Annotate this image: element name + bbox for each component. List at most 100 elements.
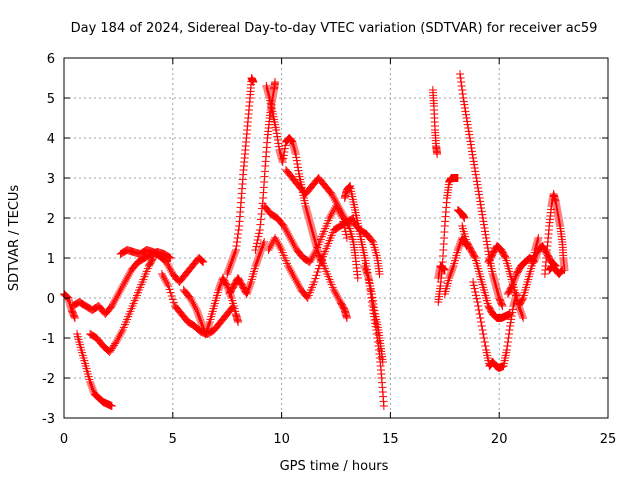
- data-point: [471, 170, 480, 179]
- data-point: [252, 260, 261, 268]
- series-track-5: [116, 246, 208, 286]
- data-point: [257, 210, 266, 218]
- data-point: [258, 242, 267, 250]
- chart-title: Day 184 of 2024, Sidereal Day-to-day VTE…: [71, 21, 598, 36]
- data-point: [557, 266, 566, 275]
- data-point: [305, 216, 314, 224]
- data-point: [309, 232, 318, 240]
- data-point: [507, 312, 516, 320]
- data-point: [506, 322, 515, 330]
- series-track-14: [281, 166, 362, 282]
- data-point: [302, 204, 311, 212]
- data-point: [475, 190, 484, 199]
- data-point: [475, 194, 484, 202]
- data-point: [223, 270, 232, 278]
- data-point: [479, 330, 488, 338]
- data-point: [166, 288, 175, 297]
- data-point: [260, 238, 269, 246]
- data-point: [272, 126, 281, 134]
- data-point: [531, 246, 540, 254]
- data-point: [458, 86, 467, 94]
- data-point: [86, 380, 95, 388]
- data-point: [518, 295, 527, 304]
- data-point: [215, 282, 224, 290]
- data-point: [294, 166, 303, 175]
- data-point: [379, 402, 388, 410]
- data-point: [479, 220, 488, 229]
- data-point: [205, 320, 214, 328]
- data-point: [490, 276, 499, 284]
- data-point: [253, 256, 262, 264]
- data-point: [477, 318, 486, 326]
- data-point: [64, 296, 73, 304]
- data-point: [165, 285, 174, 294]
- data-point: [367, 290, 376, 298]
- data-point: [163, 280, 172, 288]
- data-point: [472, 177, 481, 186]
- series-track-29: [514, 234, 543, 310]
- data-point: [233, 234, 242, 242]
- data-point: [65, 298, 74, 306]
- data-point: [482, 237, 491, 246]
- data-point: [304, 212, 313, 220]
- data-point: [304, 214, 313, 222]
- data-point: [465, 134, 474, 142]
- data-point: [534, 234, 543, 242]
- data-point: [258, 244, 267, 252]
- data-point: [202, 328, 211, 336]
- data-point: [303, 210, 312, 218]
- data-point: [474, 187, 483, 196]
- data-point: [476, 200, 485, 209]
- data-point: [531, 244, 540, 252]
- data-point: [272, 129, 281, 138]
- data-point: [506, 318, 515, 327]
- data-point: [310, 236, 319, 244]
- data-point: [226, 262, 235, 270]
- data-point: [461, 107, 470, 116]
- data-point: [362, 268, 371, 276]
- data-point: [488, 270, 497, 278]
- series-track-23: [453, 206, 469, 222]
- data-point: [503, 338, 512, 346]
- data-point: [454, 244, 463, 252]
- x-tick-label: 10: [273, 432, 290, 447]
- data-point: [447, 268, 456, 276]
- data-point: [311, 248, 320, 256]
- data-point: [315, 261, 324, 270]
- data-point: [310, 234, 319, 242]
- data-point: [225, 264, 234, 272]
- data-point: [86, 378, 95, 386]
- data-point: [492, 284, 501, 292]
- data-point: [264, 90, 273, 98]
- data-point: [557, 267, 566, 276]
- data-point: [469, 278, 478, 286]
- data-point: [348, 214, 357, 223]
- data-point: [232, 242, 241, 250]
- data-point: [497, 300, 506, 309]
- data-point: [501, 252, 510, 261]
- data-point: [243, 288, 252, 296]
- data-point: [508, 308, 517, 317]
- data-point: [227, 258, 236, 266]
- data-point: [254, 232, 263, 241]
- data-point: [164, 282, 173, 290]
- data-point: [254, 254, 263, 262]
- data-point: [532, 242, 541, 250]
- data-point: [465, 130, 474, 139]
- data-point: [459, 94, 468, 102]
- data-point: [308, 228, 317, 236]
- data-point: [273, 132, 282, 141]
- data-point: [481, 230, 490, 239]
- series-track-2: [73, 330, 116, 410]
- data-point: [493, 288, 502, 296]
- data-point: [518, 312, 527, 320]
- data-point: [273, 136, 282, 144]
- data-point: [471, 291, 480, 300]
- series-track-31: [545, 262, 567, 278]
- data-point: [301, 202, 310, 210]
- data-point: [255, 226, 264, 234]
- data-point: [234, 230, 243, 238]
- y-tick-label: 0: [47, 292, 55, 307]
- data-point: [251, 262, 260, 270]
- data-point: [516, 308, 525, 316]
